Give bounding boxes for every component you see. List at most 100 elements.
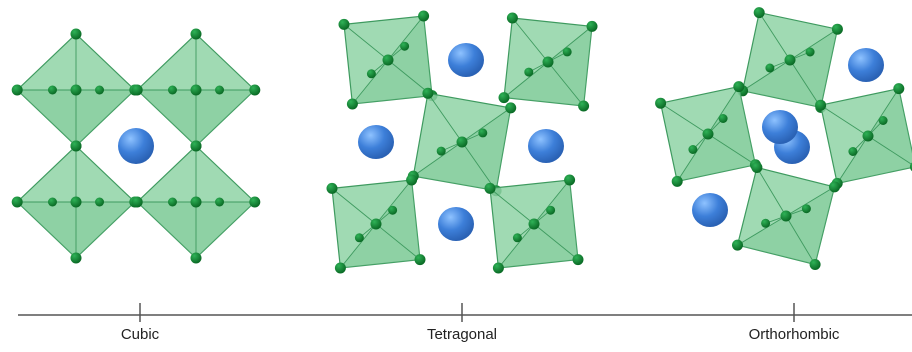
anion-icon bbox=[11, 196, 23, 208]
anion-icon bbox=[753, 7, 765, 19]
octahedron-orthorhombic-1 bbox=[737, 7, 843, 113]
octahedron-edge bbox=[375, 179, 412, 225]
octahedron-edge bbox=[533, 223, 579, 260]
anion-icon bbox=[688, 145, 698, 154]
anion-icon bbox=[780, 210, 792, 222]
anion-icon bbox=[215, 85, 225, 95]
anion-icon bbox=[388, 205, 398, 215]
anion-icon bbox=[47, 197, 57, 207]
anion-icon bbox=[70, 196, 82, 208]
anion-icon bbox=[528, 218, 540, 230]
anion-icon bbox=[249, 84, 261, 96]
cation-sphere-icon bbox=[118, 128, 154, 164]
octahedron-cubic-1 bbox=[11, 28, 141, 152]
anion-icon bbox=[346, 98, 358, 110]
anion-icon bbox=[436, 146, 446, 156]
anion-icon bbox=[801, 204, 811, 214]
octahedron-shade bbox=[677, 86, 756, 182]
anion-icon bbox=[733, 81, 745, 93]
cation-sphere-icon bbox=[448, 43, 484, 77]
octahedron-edge bbox=[427, 93, 463, 143]
octahedron-edge bbox=[375, 223, 421, 260]
anion-icon bbox=[848, 147, 858, 156]
anion-icon bbox=[249, 196, 261, 208]
anion-icon bbox=[70, 84, 82, 96]
octahedron-edge bbox=[707, 86, 740, 135]
octahedron-cubic-2 bbox=[131, 28, 261, 152]
anion-icon bbox=[578, 100, 590, 112]
octahedron-edge bbox=[789, 59, 822, 108]
anion-icon bbox=[564, 174, 576, 186]
octahedron-tetragonal-5 bbox=[484, 174, 584, 274]
anion-icon bbox=[809, 259, 821, 270]
anion-icon bbox=[354, 233, 364, 243]
octahedron-edge bbox=[533, 179, 570, 225]
octahedron-edge bbox=[498, 223, 535, 269]
octahedron-cubic-4 bbox=[131, 140, 261, 264]
anion-icon bbox=[131, 84, 143, 96]
anion-icon bbox=[131, 196, 143, 208]
anion-icon bbox=[586, 20, 598, 32]
anion-icon bbox=[512, 233, 522, 243]
octahedron-edge bbox=[660, 102, 709, 135]
anion-icon bbox=[215, 197, 225, 207]
anion-icon bbox=[671, 175, 683, 187]
anion-icon bbox=[761, 218, 771, 228]
octahedron-edge bbox=[547, 26, 593, 63]
anion-icon bbox=[506, 12, 518, 24]
octahedron-cubic-3 bbox=[11, 140, 141, 264]
anion-icon bbox=[456, 136, 468, 148]
octahedron-edge bbox=[461, 141, 497, 191]
anion-icon bbox=[878, 116, 888, 125]
label-orthorhombic: Orthorhombic bbox=[748, 326, 840, 343]
anion-icon bbox=[484, 182, 496, 194]
anion-icon bbox=[702, 128, 714, 140]
anion-icon bbox=[70, 140, 82, 152]
phase-axis bbox=[18, 303, 912, 322]
octahedron-edge bbox=[758, 12, 791, 61]
anion-icon bbox=[190, 252, 202, 264]
anion-icon bbox=[498, 92, 510, 104]
anion-icon bbox=[422, 87, 434, 99]
anion-icon bbox=[190, 140, 202, 152]
anion-icon bbox=[546, 205, 556, 215]
octahedron-edge bbox=[352, 59, 389, 105]
anion-icon bbox=[815, 99, 827, 111]
octahedron-orthorhombic-4 bbox=[732, 162, 840, 270]
octahedron-shade bbox=[413, 107, 511, 191]
anion-icon bbox=[492, 262, 504, 274]
anion-icon bbox=[829, 181, 840, 193]
anion-icon bbox=[524, 67, 534, 77]
anion-icon bbox=[47, 85, 57, 95]
octahedron-edge bbox=[331, 188, 377, 225]
octahedron-orthorhombic-2 bbox=[655, 81, 761, 187]
octahedron-edge bbox=[343, 24, 389, 61]
octahedron-edge bbox=[340, 223, 377, 269]
anion-icon bbox=[167, 85, 177, 95]
anion-icon bbox=[167, 197, 177, 207]
octahedron-edge bbox=[413, 141, 463, 177]
octahedron-edge bbox=[742, 59, 791, 92]
anion-icon bbox=[732, 239, 743, 251]
anion-icon bbox=[478, 128, 488, 138]
octahedron-edge bbox=[820, 104, 869, 137]
anion-icon bbox=[805, 47, 815, 57]
octahedron-edge bbox=[836, 135, 869, 184]
anion-icon bbox=[190, 196, 202, 208]
anion-icon bbox=[862, 130, 874, 142]
cation-sphere-icon bbox=[358, 125, 394, 159]
anion-icon bbox=[784, 54, 796, 66]
octahedron-orthorhombic-3 bbox=[815, 83, 912, 189]
anion-icon bbox=[909, 162, 912, 172]
anion-icon bbox=[95, 197, 105, 207]
anion-icon bbox=[505, 102, 517, 114]
anion-icon bbox=[831, 23, 843, 35]
anion-icon bbox=[326, 182, 338, 194]
anion-icon bbox=[751, 162, 763, 173]
octahedron-edge bbox=[789, 28, 838, 61]
cation-sphere-icon bbox=[438, 207, 474, 241]
octahedron-shade bbox=[837, 88, 912, 184]
octahedron-tetragonal-2 bbox=[498, 12, 598, 112]
octahedron-shade bbox=[742, 29, 838, 108]
